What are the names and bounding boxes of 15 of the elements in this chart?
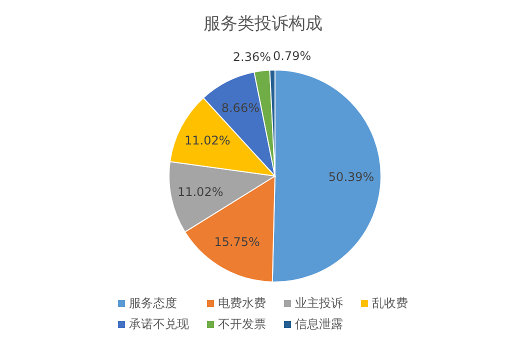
data-label: 50.39% [328,170,374,184]
chart-title: 服务类投诉构成 [202,13,324,35]
data-label: 11.02% [184,134,230,148]
legend-label: 电费水费 [217,295,266,312]
data-label: 0.79% [273,49,312,64]
legend-label: 不开发票 [217,316,266,333]
legend-label: 服务态度 [128,295,178,312]
legend-label: 承诺不兑现 [128,316,189,333]
data-label: 8.66% [221,100,260,115]
data-label: 11.02% [177,184,224,199]
legend-label: 业主投诉 [294,295,343,312]
data-label: 2.36% [232,50,271,64]
data-label: 15.75% [214,235,260,250]
legend-label: 乱收费 [371,295,408,312]
legend-label: 信息泄露 [294,316,343,333]
